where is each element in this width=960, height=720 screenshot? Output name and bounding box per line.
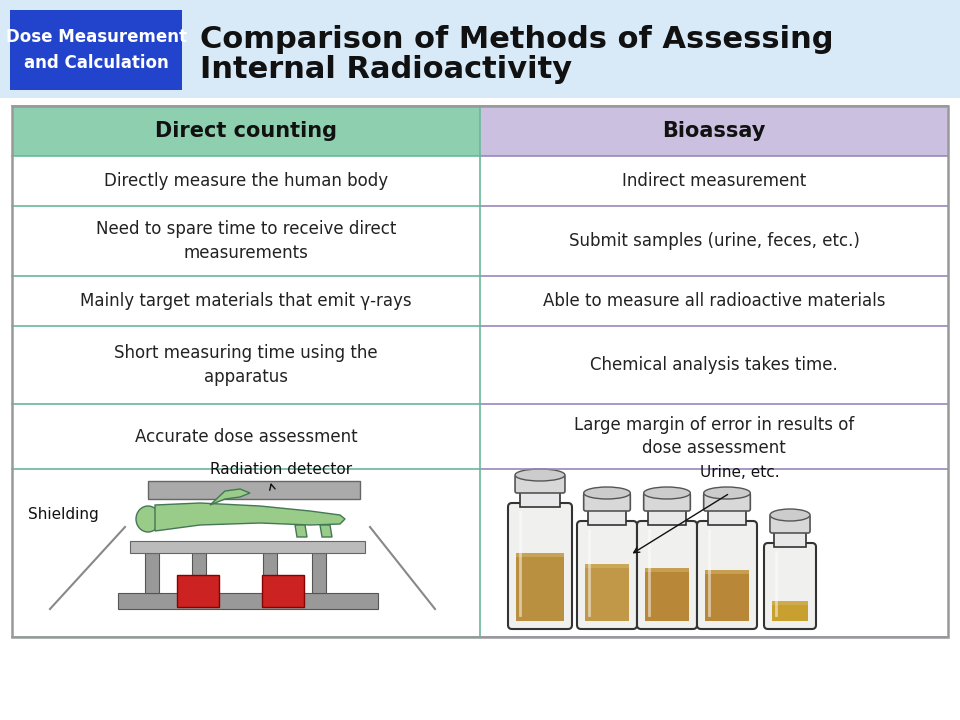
FancyBboxPatch shape	[697, 521, 757, 629]
Text: Urine, etc.: Urine, etc.	[700, 465, 780, 480]
Ellipse shape	[704, 487, 751, 499]
FancyBboxPatch shape	[764, 543, 816, 629]
Bar	[520, 491, 561, 507]
FancyBboxPatch shape	[584, 493, 631, 511]
Bar	[12, 106, 948, 637]
Bar	[270, 575, 296, 593]
Bar	[263, 553, 277, 593]
Bar	[516, 553, 564, 557]
Bar	[705, 570, 749, 621]
Text: Need to spare time to receive direct
measurements: Need to spare time to receive direct mea…	[96, 220, 396, 262]
Polygon shape	[320, 525, 332, 537]
Bar	[588, 509, 626, 525]
FancyBboxPatch shape	[637, 521, 697, 629]
Bar	[148, 481, 360, 499]
Bar	[705, 570, 749, 575]
Text: Chemical analysis takes time.: Chemical analysis takes time.	[590, 356, 838, 374]
Bar	[0, 0, 960, 98]
Text: Indirect measurement: Indirect measurement	[622, 172, 806, 190]
Bar	[177, 575, 219, 607]
Bar	[516, 553, 564, 621]
Bar	[585, 564, 629, 568]
Text: Able to measure all radioactive materials: Able to measure all radioactive material…	[542, 292, 885, 310]
Text: Internal Radioactivity: Internal Radioactivity	[200, 55, 572, 84]
FancyBboxPatch shape	[515, 475, 564, 493]
Text: Radiation detector: Radiation detector	[210, 462, 352, 477]
Bar	[480, 106, 948, 156]
FancyBboxPatch shape	[643, 493, 690, 511]
Polygon shape	[295, 525, 307, 537]
Bar	[130, 541, 365, 553]
Text: Direct counting: Direct counting	[155, 121, 337, 141]
Bar	[708, 509, 746, 525]
FancyBboxPatch shape	[508, 503, 572, 629]
FancyBboxPatch shape	[577, 521, 637, 629]
Text: Large margin of error in results of
dose assessment: Large margin of error in results of dose…	[574, 415, 854, 457]
Bar	[118, 593, 378, 609]
Bar	[772, 601, 808, 621]
Polygon shape	[210, 489, 250, 505]
Text: Mainly target materials that emit γ-rays: Mainly target materials that emit γ-rays	[81, 292, 412, 310]
Bar	[185, 575, 211, 593]
Bar	[772, 601, 808, 606]
Text: Submit samples (urine, feces, etc.): Submit samples (urine, feces, etc.)	[568, 232, 859, 250]
Ellipse shape	[584, 487, 631, 499]
Bar	[648, 509, 685, 525]
Text: Dose Measurement
and Calculation: Dose Measurement and Calculation	[6, 29, 186, 71]
Text: Directly measure the human body: Directly measure the human body	[104, 172, 388, 190]
Ellipse shape	[136, 506, 160, 532]
Bar	[774, 531, 805, 547]
Bar	[12, 106, 480, 156]
Ellipse shape	[643, 487, 690, 499]
Text: Bioassay: Bioassay	[662, 121, 766, 141]
Polygon shape	[155, 503, 345, 531]
Bar	[585, 564, 629, 621]
Bar	[645, 567, 689, 572]
Bar	[312, 553, 326, 593]
Ellipse shape	[770, 509, 810, 521]
Text: Comparison of Methods of Assessing: Comparison of Methods of Assessing	[200, 24, 833, 53]
Bar	[645, 567, 689, 621]
Text: Short measuring time using the
apparatus: Short measuring time using the apparatus	[114, 344, 378, 386]
Bar	[192, 553, 206, 593]
Text: Accurate dose assessment: Accurate dose assessment	[134, 428, 357, 446]
FancyBboxPatch shape	[770, 515, 810, 533]
Bar	[145, 553, 159, 593]
Bar	[12, 106, 948, 637]
Ellipse shape	[515, 469, 564, 481]
FancyBboxPatch shape	[704, 493, 751, 511]
Bar	[262, 575, 304, 607]
Bar	[10, 10, 182, 90]
Text: Shielding: Shielding	[28, 507, 99, 522]
